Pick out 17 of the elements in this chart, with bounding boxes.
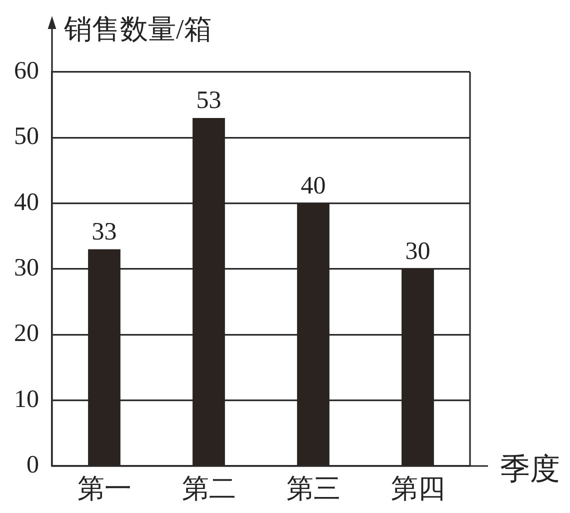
y-tick-label: 20 (14, 320, 39, 348)
data-label: 30 (405, 238, 430, 266)
x-tick-label: 第一 (77, 473, 132, 504)
y-tick-label: 30 (14, 254, 39, 282)
x-tick-label: 第二 (182, 473, 236, 504)
y-tick-label: 10 (14, 386, 39, 413)
y-axis-title: 销售数量/箱 (63, 14, 212, 46)
y-tick-label: 60 (14, 58, 39, 85)
y-tick-label: 0 (26, 452, 39, 479)
x-axis-title: 季度 (500, 452, 560, 486)
data-label: 53 (196, 87, 222, 114)
data-label: 33 (92, 218, 117, 246)
x-tick-label: 第四 (390, 473, 445, 504)
y-tick-label: 40 (14, 188, 39, 216)
data-label: 40 (300, 172, 326, 200)
x-tick-label: 第三 (286, 473, 340, 504)
y-tick-label: 50 (14, 123, 39, 150)
